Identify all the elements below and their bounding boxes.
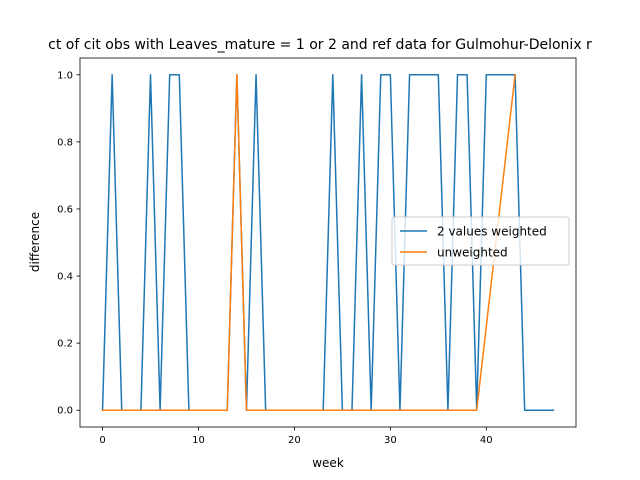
chart-title: ct of cit obs with Leaves_mature = 1 or … (48, 37, 592, 53)
legend-label-2: unweighted (437, 246, 508, 260)
legend: 2 values weighted unweighted (391, 216, 570, 266)
plot-frame (79, 57, 577, 428)
y-tick-label: 0.2 (57, 339, 73, 350)
legend-label-1: 2 values weighted (437, 225, 547, 239)
y-tick-label: 0.6 (57, 204, 73, 215)
x-tick-label: 10 (192, 435, 205, 446)
x-tick-label: 20 (288, 435, 301, 446)
x-axis-ticks: 0 10 20 30 40 (99, 427, 493, 446)
y-tick-label: 0.0 (57, 406, 73, 417)
series-layer (101, 73, 555, 412)
y-tick-label: 0.4 (57, 272, 73, 283)
legend-box (391, 216, 570, 266)
y-tick-label: 0.8 (57, 137, 73, 148)
y-tick-label: 1.0 (57, 70, 73, 81)
series-line-2 (101, 73, 516, 411)
x-tick-label: 40 (480, 435, 493, 446)
series-line-1 (101, 74, 555, 412)
x-tick-label: 0 (99, 435, 105, 446)
y-axis-label: difference (28, 212, 42, 272)
x-axis-label: week (312, 456, 344, 470)
x-tick-label: 30 (384, 435, 397, 446)
y-axis-ticks: 0.0 0.2 0.4 0.6 0.8 1.0 (57, 70, 80, 417)
